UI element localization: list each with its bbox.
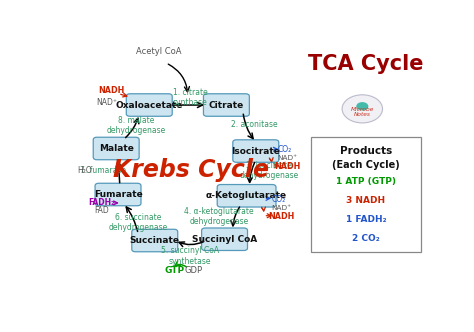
Text: NAD⁺: NAD⁺ bbox=[96, 98, 117, 107]
FancyBboxPatch shape bbox=[126, 94, 172, 116]
FancyBboxPatch shape bbox=[217, 185, 276, 207]
Text: 3. isocitrate
dehydrogenase: 3. isocitrate dehydrogenase bbox=[240, 160, 299, 180]
Text: NADH: NADH bbox=[274, 162, 301, 171]
Text: H₂O: H₂O bbox=[77, 166, 91, 175]
Text: 7. fumarase: 7. fumarase bbox=[80, 166, 126, 175]
Text: 2 CO₂: 2 CO₂ bbox=[352, 234, 380, 243]
Text: 8. malate
dehydrogenase: 8. malate dehydrogenase bbox=[107, 116, 166, 135]
Text: Citrate: Citrate bbox=[209, 101, 244, 110]
FancyBboxPatch shape bbox=[311, 137, 421, 252]
Circle shape bbox=[356, 102, 368, 111]
Circle shape bbox=[342, 95, 383, 123]
Text: (Each Cycle): (Each Cycle) bbox=[332, 160, 400, 170]
Text: Krebs Cycle: Krebs Cycle bbox=[113, 158, 270, 182]
Text: 5. succinyl CoA
synthetase: 5. succinyl CoA synthetase bbox=[161, 246, 219, 266]
Text: Acetyl CoA: Acetyl CoA bbox=[136, 47, 181, 56]
Text: 1 FADH₂: 1 FADH₂ bbox=[346, 215, 386, 224]
Text: 1. citrate
synthase: 1. citrate synthase bbox=[173, 88, 208, 107]
Text: Succinyl CoA: Succinyl CoA bbox=[192, 235, 257, 244]
Text: 3 NADH: 3 NADH bbox=[346, 196, 385, 205]
Text: 4. α-ketoglutarate
dehydrogenase: 4. α-ketoglutarate dehydrogenase bbox=[184, 207, 254, 226]
Text: TCA Cycle: TCA Cycle bbox=[308, 54, 424, 74]
Text: NADH: NADH bbox=[268, 212, 295, 221]
FancyBboxPatch shape bbox=[233, 140, 279, 162]
Text: Malate: Malate bbox=[99, 144, 134, 153]
FancyBboxPatch shape bbox=[201, 228, 247, 250]
Text: GTP: GTP bbox=[165, 266, 185, 275]
Text: CO₂: CO₂ bbox=[272, 195, 286, 204]
Text: NADH: NADH bbox=[98, 86, 125, 96]
Text: CO₂: CO₂ bbox=[278, 145, 292, 154]
Text: Notes: Notes bbox=[354, 112, 371, 117]
Text: α-Ketoglutarate: α-Ketoglutarate bbox=[206, 191, 287, 200]
Text: NAD⁺: NAD⁺ bbox=[272, 205, 292, 211]
Text: 6. succinate
dehydrogenase: 6. succinate dehydrogenase bbox=[109, 213, 168, 232]
Text: Oxaloacetate: Oxaloacetate bbox=[116, 101, 183, 110]
Text: FAD: FAD bbox=[94, 206, 109, 215]
Text: Microbe: Microbe bbox=[351, 107, 374, 113]
Text: Products: Products bbox=[340, 146, 392, 156]
Text: Succinate: Succinate bbox=[130, 236, 180, 245]
Text: Fumarate: Fumarate bbox=[94, 190, 142, 199]
Text: 1 ATP (GTP): 1 ATP (GTP) bbox=[336, 177, 396, 186]
Text: GDP: GDP bbox=[184, 266, 202, 275]
Text: 2. aconitase: 2. aconitase bbox=[231, 120, 277, 129]
FancyBboxPatch shape bbox=[93, 137, 139, 160]
Text: NAD⁺: NAD⁺ bbox=[278, 155, 298, 161]
FancyBboxPatch shape bbox=[132, 229, 178, 252]
FancyBboxPatch shape bbox=[95, 183, 141, 206]
FancyBboxPatch shape bbox=[203, 94, 249, 116]
Text: Isocitrate: Isocitrate bbox=[231, 146, 280, 156]
Text: FADH₂: FADH₂ bbox=[88, 199, 115, 208]
